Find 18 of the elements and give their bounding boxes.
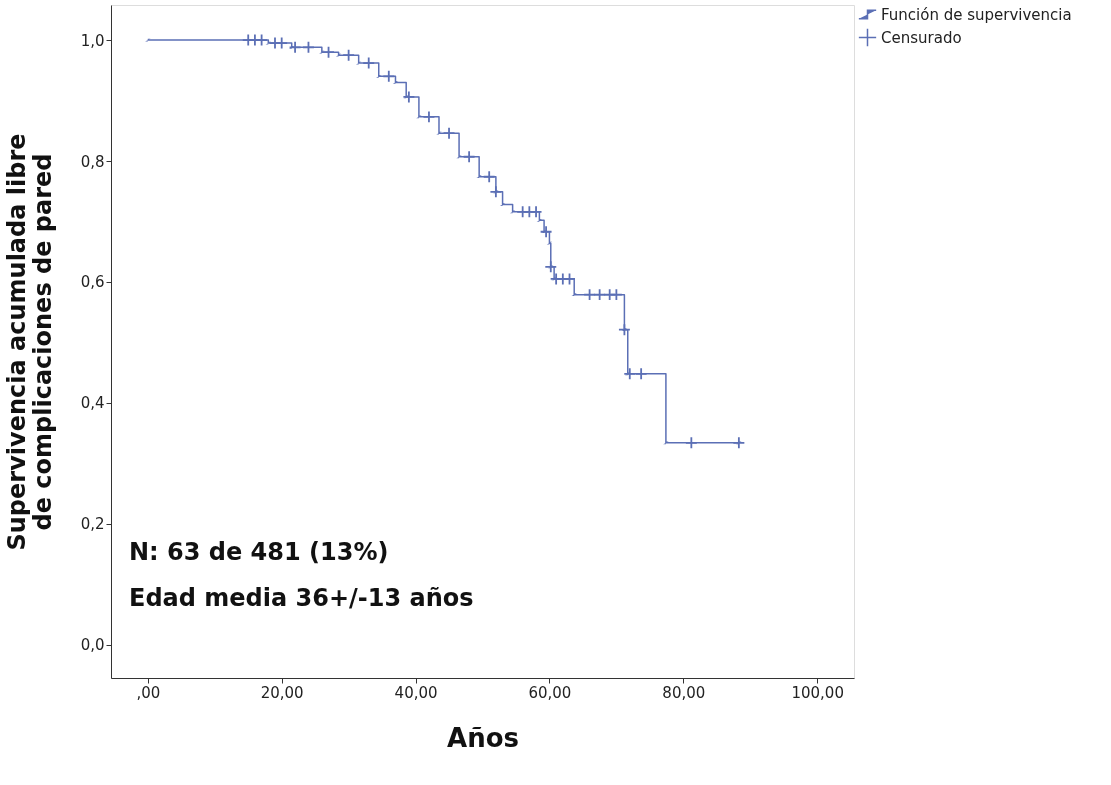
annotation: Edad media 36+/-13 años [129,584,474,612]
annotation: N: 63 de 481 (13%) [129,538,389,566]
legend-label: Función de supervivencia [881,5,1072,24]
y-tick-label: 0,2 [80,515,105,534]
y-tick-label: 0,6 [80,273,105,292]
y-tick-label: 0,0 [80,636,105,655]
x-tick-label: 20,00 [260,683,304,702]
x-tick-label: 60,00 [528,683,572,702]
x-tick-label: 80,00 [662,683,706,702]
y-tick-label: 0,8 [80,152,105,171]
x-tick-label: 40,00 [394,683,438,702]
y-tick-label: 1,0 [80,31,105,50]
legend-label: Censurado [881,28,962,47]
x-tick-label: 100,00 [791,683,844,702]
y-tick-label: 0,4 [80,394,105,413]
y-axis-title: Supervivencia acumulada libre de complicaciones de pared [2,133,57,551]
x-tick-label: ,00 [136,683,161,702]
x-axis-title: Años [447,722,519,753]
